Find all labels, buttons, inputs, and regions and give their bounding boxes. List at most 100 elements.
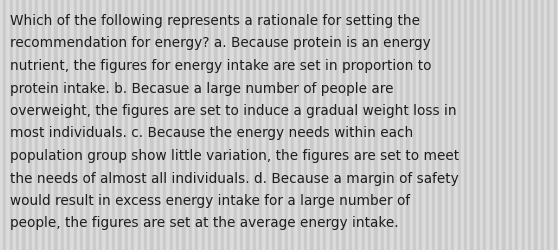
Bar [157, 0, 160, 250]
Bar [368, 0, 371, 250]
Bar [227, 0, 230, 250]
Bar [138, 0, 141, 250]
Bar [310, 0, 314, 250]
Bar [362, 0, 365, 250]
Bar [26, 0, 29, 250]
Bar [163, 0, 166, 250]
Bar [531, 0, 535, 250]
Bar [218, 0, 221, 250]
Bar [381, 0, 384, 250]
Bar [506, 0, 509, 250]
Bar [80, 0, 83, 250]
Bar [208, 0, 211, 250]
Bar [345, 0, 349, 250]
Bar [441, 0, 445, 250]
Bar [0, 0, 3, 250]
Bar [9, 0, 13, 250]
Bar [410, 0, 413, 250]
Bar [211, 0, 214, 250]
Bar [391, 0, 393, 250]
Bar [464, 0, 467, 250]
Bar [374, 0, 378, 250]
Text: overweight, the figures are set to induce a gradual weight loss in: overweight, the figures are set to induc… [10, 104, 456, 118]
Bar [480, 0, 483, 250]
Bar [51, 0, 54, 250]
Bar [29, 0, 32, 250]
Bar [355, 0, 358, 250]
Bar [35, 0, 39, 250]
Bar [439, 0, 441, 250]
Bar [291, 0, 295, 250]
Bar [365, 0, 368, 250]
Bar [445, 0, 448, 250]
Bar [448, 0, 451, 250]
Bar [489, 0, 493, 250]
Bar [432, 0, 435, 250]
Bar [179, 0, 182, 250]
Bar [192, 0, 195, 250]
Bar [557, 0, 558, 250]
Bar [525, 0, 528, 250]
Bar [451, 0, 454, 250]
Bar [230, 0, 234, 250]
Text: would result in excess energy intake for a large number of: would result in excess energy intake for… [10, 193, 410, 207]
Bar [86, 0, 90, 250]
Bar [512, 0, 515, 250]
Bar [285, 0, 288, 250]
Bar [105, 0, 109, 250]
Bar [537, 0, 541, 250]
Bar [3, 0, 6, 250]
Bar [416, 0, 419, 250]
Bar [336, 0, 339, 250]
Bar [528, 0, 531, 250]
Bar [323, 0, 326, 250]
Bar [470, 0, 474, 250]
Bar [400, 0, 403, 250]
Bar [141, 0, 144, 250]
Bar [262, 0, 266, 250]
Bar [118, 0, 122, 250]
Bar [266, 0, 269, 250]
Bar [358, 0, 362, 250]
Bar [275, 0, 278, 250]
Bar [96, 0, 99, 250]
Text: population group show little variation, the figures are set to meet: population group show little variation, … [10, 148, 459, 162]
Bar [349, 0, 352, 250]
Bar [295, 0, 297, 250]
Text: the needs of almost all individuals. d. Because a margin of safety: the needs of almost all individuals. d. … [10, 171, 459, 185]
Bar [112, 0, 115, 250]
Bar [186, 0, 189, 250]
Text: protein intake. b. Becasue a large number of people are: protein intake. b. Becasue a large numbe… [10, 81, 393, 95]
Bar [99, 0, 103, 250]
Bar [317, 0, 320, 250]
Bar [54, 0, 57, 250]
Bar [413, 0, 416, 250]
Bar [103, 0, 105, 250]
Bar [282, 0, 285, 250]
Bar [214, 0, 218, 250]
Text: most individuals. c. Because the energy needs within each: most individuals. c. Because the energy … [10, 126, 413, 140]
Bar [515, 0, 518, 250]
Bar [195, 0, 199, 250]
Bar [144, 0, 147, 250]
Bar [93, 0, 96, 250]
Bar [151, 0, 153, 250]
Bar [483, 0, 487, 250]
Bar [474, 0, 477, 250]
Bar [422, 0, 426, 250]
Bar [435, 0, 439, 250]
Bar [122, 0, 125, 250]
Bar [128, 0, 131, 250]
Bar [477, 0, 480, 250]
Bar [247, 0, 249, 250]
Bar [201, 0, 205, 250]
Bar [64, 0, 67, 250]
Bar [554, 0, 557, 250]
Bar [467, 0, 470, 250]
Text: people, the figures are set at the average energy intake.: people, the figures are set at the avera… [10, 216, 398, 230]
Bar [182, 0, 186, 250]
Bar [109, 0, 112, 250]
Bar [301, 0, 304, 250]
Bar [131, 0, 134, 250]
Bar [547, 0, 550, 250]
